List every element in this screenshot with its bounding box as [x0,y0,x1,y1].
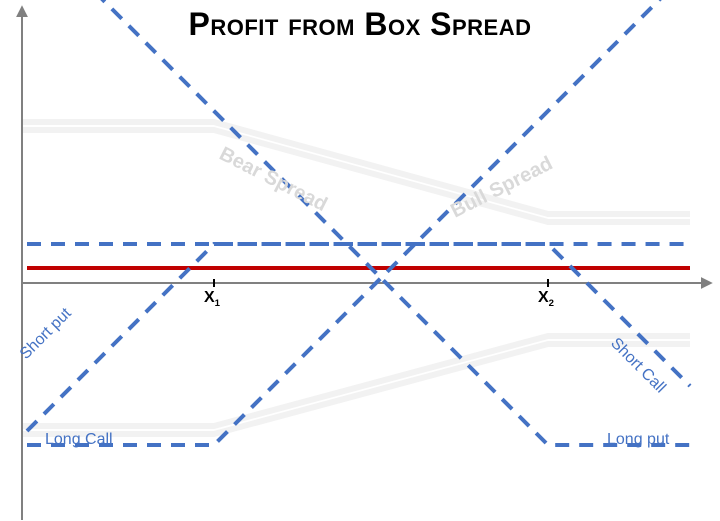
long-call-label: Long Call [45,431,113,448]
long-put-label: Long put [607,431,670,448]
box-spread-chart: Bear Spread Bull Spread Long Call Long p… [0,0,720,521]
bear-spread-label: Bear Spread [216,143,331,216]
x1-sub: 1 [215,298,220,309]
x-axis-label-x2: X2 [538,289,554,309]
x-axis-label-x1: X1 [204,289,220,309]
short-call-line [27,244,690,386]
bull-spread-watermark [22,336,690,434]
chart-title: Profit from Box Spread [0,6,720,43]
x1-main: X [204,289,215,306]
x2-main: X [538,289,549,306]
short-put-label: Short put [17,305,75,363]
bear-spread-watermark [22,122,690,222]
x2-sub: 2 [549,298,554,309]
chart-container: Bear Spread Bull Spread Long Call Long p… [0,0,720,521]
